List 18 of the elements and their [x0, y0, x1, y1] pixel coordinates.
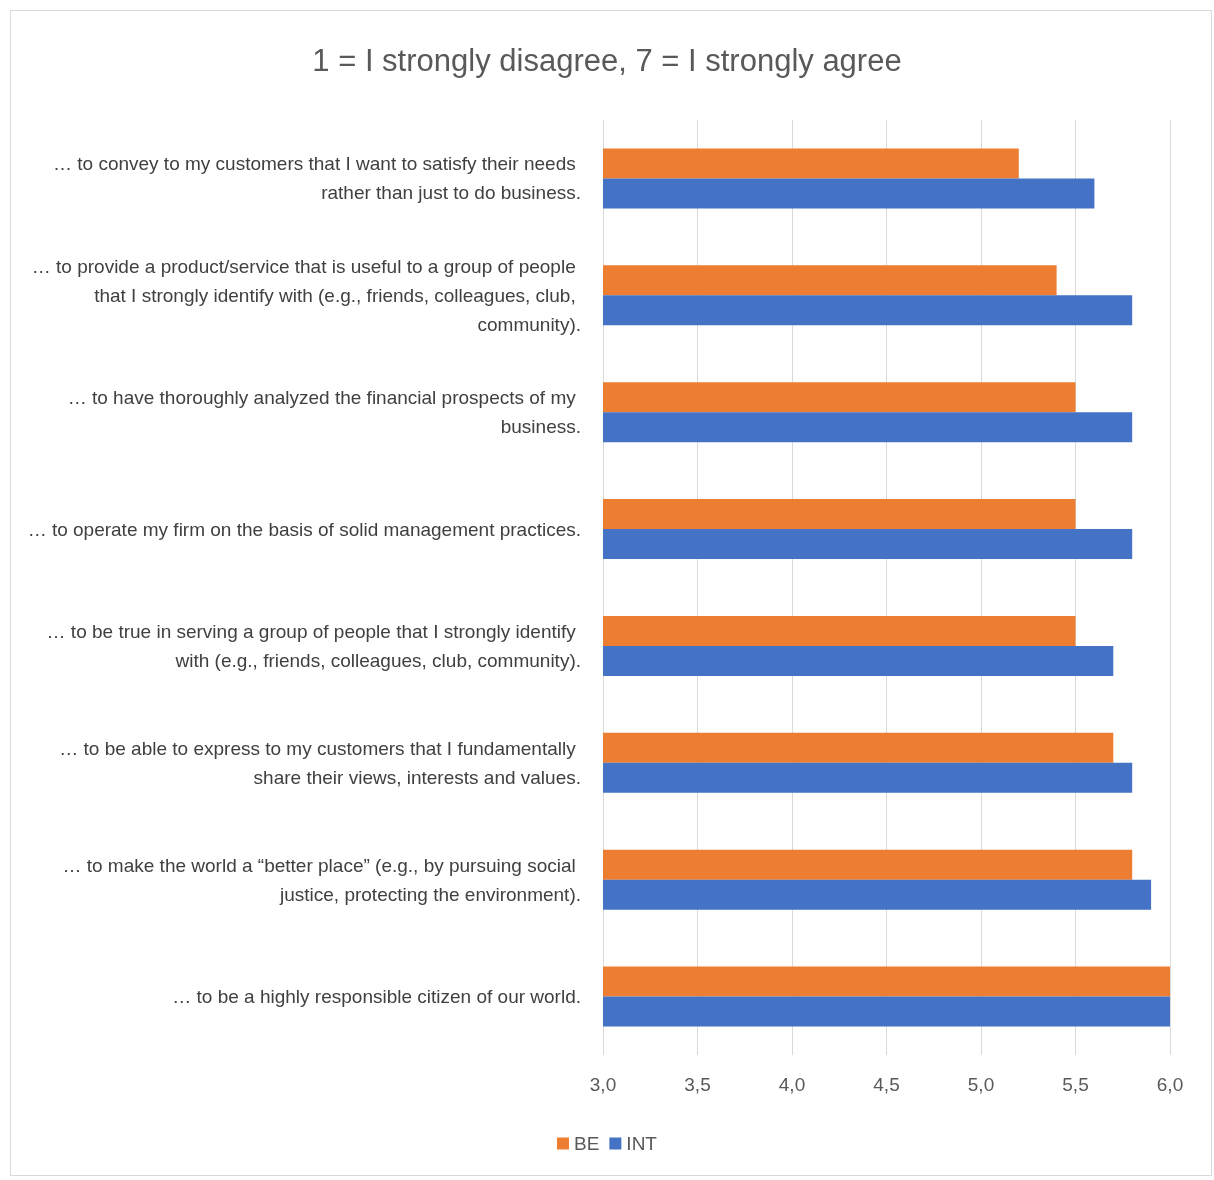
legend-label: INT — [626, 1133, 658, 1154]
y-tick-label: … to make the world a “better place” (e.g., by pursuing social justice, protecting the environment). — [62, 854, 581, 905]
y-tick-label: … to have thoroughly analyzed the financial prospects of my business. — [67, 387, 581, 438]
x-tick-label: 6,0 — [1156, 1074, 1184, 1095]
y-tick-label: … to provide a product/service that is useful to a group of people that I strongly identify with (e.g., friends, colleagues, club, community). — [31, 255, 581, 335]
x-tick-label: 4,5 — [873, 1074, 900, 1095]
x-tick-label: 3,0 — [589, 1074, 617, 1095]
y-tick-label: … to operate my firm on the basis of solid management practices. — [27, 518, 581, 540]
y-tick-label: … to be a highly responsible citizen of our world. — [172, 986, 581, 1008]
x-tick-label: 5,0 — [967, 1074, 995, 1095]
x-tick-label: 3,5 — [684, 1074, 711, 1095]
y-tick-label: … to be able to express to my customers that I fundamentally share their views, interests and values. — [59, 737, 581, 788]
chart-title: 1 = I strongly disagree, 7 = I strongly agree — [312, 43, 902, 78]
legend-label: BE — [574, 1133, 600, 1154]
x-tick-label: 5,5 — [1062, 1074, 1089, 1095]
x-tick-label: 4,0 — [778, 1074, 806, 1095]
y-tick-label: … to be true in serving a group of people that I strongly identify with (e.g., friends, colleagues, club, community). — [46, 620, 581, 671]
y-tick-label: … to convey to my customers that I want to satisfy their needs rather than just to do business. — [52, 153, 581, 204]
